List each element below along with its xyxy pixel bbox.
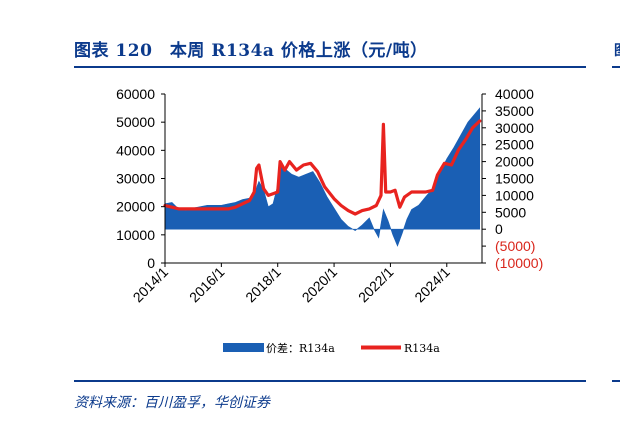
left-y-tick-label: 30000 (116, 171, 155, 187)
right-y-tick-label: 5000 (495, 204, 526, 220)
x-tick-label: 2018/1 (242, 264, 284, 306)
adjacent-figure-title-fragment: 图 (614, 40, 620, 60)
x-tick-label: 2022/1 (355, 264, 397, 306)
legend-label-spread: 价差：R134a (266, 341, 335, 355)
left-y-tick-label: 40000 (116, 142, 155, 158)
right-y-tick-label: 35000 (495, 103, 534, 119)
chart-axes (161, 93, 486, 267)
x-tick-label: 2024/1 (411, 264, 453, 306)
right-y-tick-label: 15000 (495, 171, 534, 187)
source-note: 资料来源：百川盈孚，华创证券 (74, 395, 270, 411)
left-y-tick-label: 0 (147, 255, 155, 271)
legend-swatch-spread (223, 343, 264, 352)
title-underline (74, 66, 586, 68)
x-tick-label: 2016/1 (186, 264, 228, 306)
left-y-tick-label: 20000 (116, 199, 155, 215)
left-y-tick-label: 60000 (116, 86, 155, 102)
right-y-tick-label: 10000 (495, 187, 534, 203)
right-y-tick-label: 25000 (495, 137, 534, 153)
source-divider (74, 380, 586, 382)
left-y-tick-label: 10000 (116, 227, 155, 243)
legend-label-r134a: R134a (404, 342, 440, 355)
right-y-tick-label: 40000 (495, 86, 534, 102)
adjacent-figure-rule-bottom (612, 380, 620, 382)
adjacent-figure-rule-top (612, 66, 620, 68)
price-spread-area-series (164, 107, 480, 247)
right-y-tick-label: (5000) (495, 238, 535, 254)
chart-legend: 价差：R134a R134a (223, 341, 440, 355)
right-y-tick-label: 20000 (495, 154, 534, 170)
right-y-tick-label: (10000) (495, 255, 543, 271)
price-spread-area (164, 107, 480, 247)
r134a-price-line (163, 119, 482, 216)
x-tick-label: 2020/1 (299, 264, 341, 306)
left-y-tick-label: 50000 (116, 114, 155, 130)
figure-title: 图表 120 本周 R134a 价格上涨（元/吨） (74, 41, 428, 61)
right-y-tick-label: 0 (495, 221, 503, 237)
r134a-price-line-series (163, 119, 482, 216)
right-y-tick-label: 30000 (495, 120, 534, 136)
